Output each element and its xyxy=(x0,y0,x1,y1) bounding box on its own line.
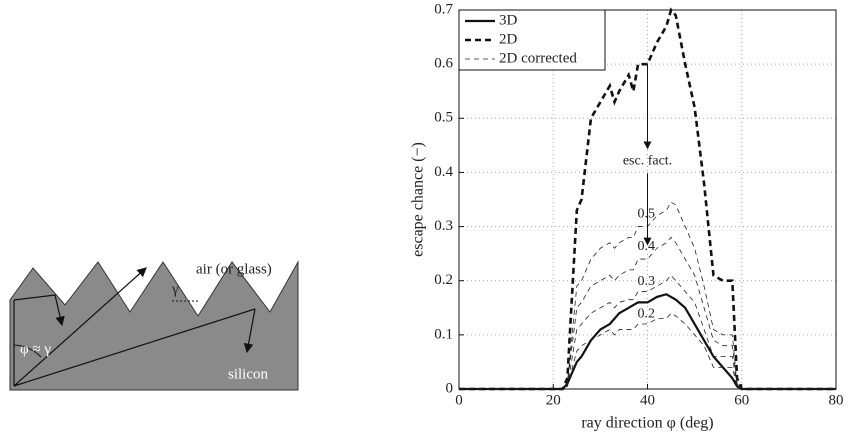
line xyxy=(459,7,836,391)
ray xyxy=(243,308,256,354)
ray xyxy=(13,308,256,387)
y-tick-label: 0.6 xyxy=(434,56,453,72)
y-tick-label: 0 xyxy=(446,380,454,396)
annotation: esc. fact. xyxy=(623,154,672,169)
line xyxy=(459,201,836,390)
line xyxy=(459,293,836,391)
y-tick-label: 0.3 xyxy=(434,218,453,234)
angle-arc xyxy=(13,344,42,358)
angle-label: γ xyxy=(171,281,179,297)
line xyxy=(459,274,836,390)
x-tick-label: 60 xyxy=(734,392,749,408)
x-tick-label: 80 xyxy=(829,392,844,408)
y-tick-label: 0.4 xyxy=(434,164,453,180)
y-tick-label: 0.2 xyxy=(434,272,453,288)
medium-label: air (or glass) xyxy=(196,261,272,277)
silicon-body xyxy=(9,260,299,391)
curve-label: 0.5 xyxy=(637,206,655,221)
y-axis-label: escape chance (−) xyxy=(410,142,427,257)
line xyxy=(459,312,836,390)
legend-label: 3D xyxy=(499,12,518,28)
curve-label: 0.2 xyxy=(637,307,655,322)
y-tick-label: 0.1 xyxy=(434,326,453,342)
medium-label: silicon xyxy=(228,366,268,382)
legend-label: 2D xyxy=(499,31,518,47)
curve-label: 0.4 xyxy=(637,239,655,254)
ray xyxy=(13,294,65,327)
diagram: air (or glass) silicon φ ≈ γ γ xyxy=(9,260,299,391)
plot-frame xyxy=(458,9,837,390)
line xyxy=(459,236,836,390)
x-axis-label: ray direction φ (deg) xyxy=(581,415,713,432)
x-tick-label: 0 xyxy=(455,392,463,408)
x-tick-label: 20 xyxy=(546,392,561,408)
legend-label: 2D corrected xyxy=(499,50,577,66)
y-tick-label: 0.5 xyxy=(434,110,453,126)
x-tick-label: 40 xyxy=(640,392,655,408)
angle-label: φ ≈ γ xyxy=(20,341,51,357)
ray xyxy=(13,267,147,387)
curve-label: 0.3 xyxy=(637,274,655,289)
y-tick-label: 0.7 xyxy=(434,1,453,17)
